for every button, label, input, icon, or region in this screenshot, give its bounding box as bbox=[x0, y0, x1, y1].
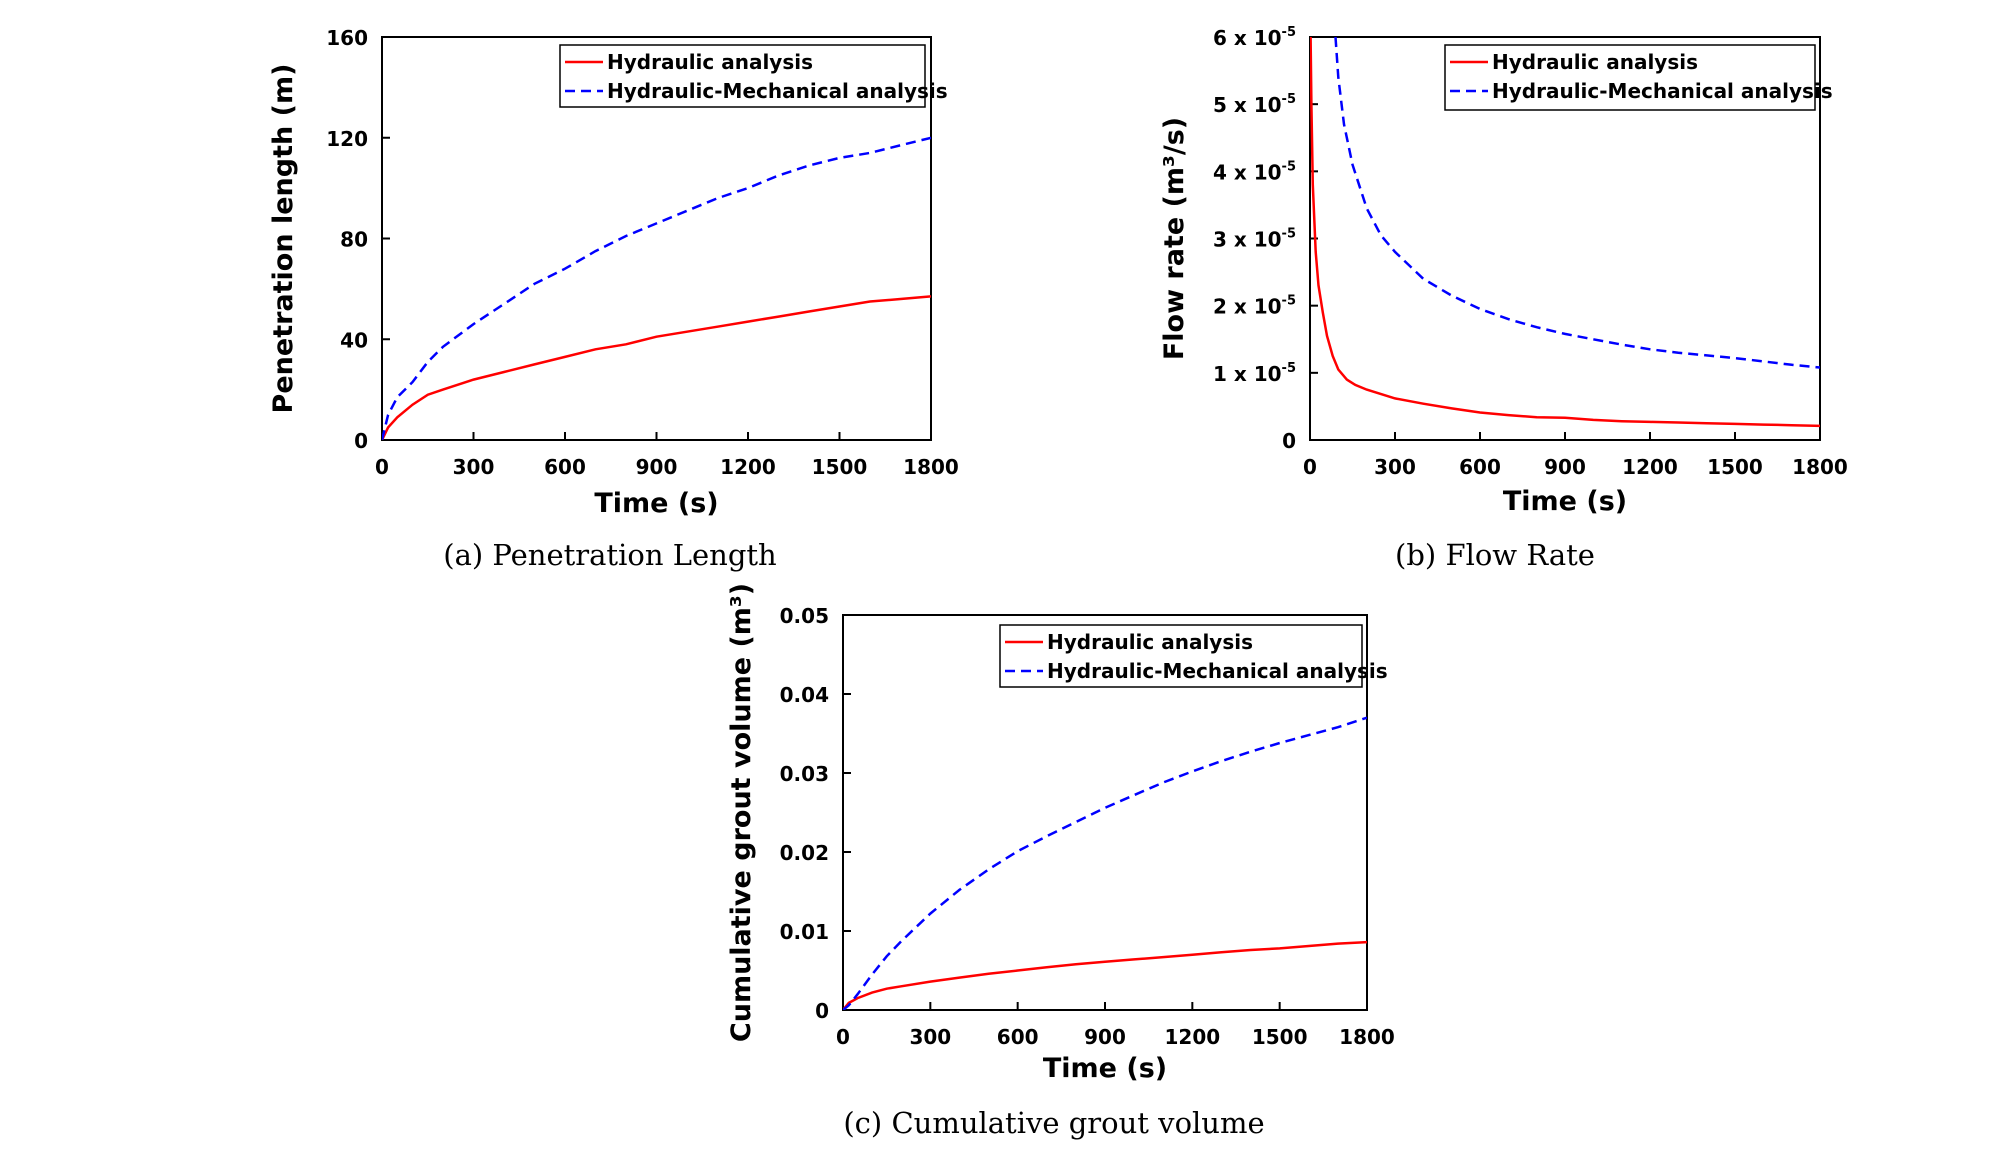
x-tick-label: 1500 bbox=[812, 455, 868, 479]
x-tick-label: 0 bbox=[1303, 455, 1317, 479]
x-tick-label: 300 bbox=[909, 1025, 951, 1049]
y-tick-base: 6 x 10 bbox=[1213, 26, 1282, 50]
x-tick-label: 1500 bbox=[1252, 1025, 1308, 1049]
legend-label: Hydraulic analysis bbox=[607, 50, 813, 74]
panel-cumulative-grout-volume: 0 300 600 900 1200 1500 1800 0 0.01 0.02 0.03 0.04 0… bbox=[726, 583, 1395, 1140]
series-line-hydraulic bbox=[843, 940, 1367, 1010]
y-tick-label: 2 x 10-5 bbox=[1213, 294, 1296, 319]
y-tick-base: 3 x 10 bbox=[1213, 228, 1282, 252]
x-tick-label: 0 bbox=[375, 455, 389, 479]
legend-label: Hydraulic-Mechanical analysis bbox=[607, 79, 948, 103]
legend-label: Hydraulic analysis bbox=[1047, 630, 1253, 654]
y-tick-exponent: -5 bbox=[1282, 159, 1296, 174]
y-tick-label: 80 bbox=[340, 228, 368, 252]
x-tick-label: 1800 bbox=[1339, 1025, 1395, 1049]
y-tick-label: 1 x 10-5 bbox=[1213, 361, 1296, 386]
x-tick-label: 900 bbox=[1084, 1025, 1126, 1049]
series-line-hydraulic-mechanical bbox=[382, 136, 931, 440]
y-tick-exponent: -5 bbox=[1282, 227, 1296, 242]
x-tick-label: 0 bbox=[836, 1025, 850, 1049]
y-tick-label: 120 bbox=[326, 127, 368, 151]
series-line-hydraulic bbox=[1310, 37, 1820, 428]
y-axis-title: Cumulative grout volume (m³) bbox=[726, 583, 757, 1042]
x-tick-label: 600 bbox=[1459, 455, 1501, 479]
x-tick-label: 1800 bbox=[903, 455, 959, 479]
x-tick-label: 300 bbox=[453, 455, 495, 479]
x-axis-title: Time (s) bbox=[1043, 1053, 1167, 1084]
y-tick-exponent: -5 bbox=[1282, 92, 1296, 107]
y-tick-label: 0.01 bbox=[780, 920, 829, 944]
x-tick-label: 600 bbox=[997, 1025, 1039, 1049]
y-tick-label: 4 x 10-5 bbox=[1213, 159, 1296, 184]
y-tick-label: 0.05 bbox=[780, 604, 829, 628]
y-axis-title: Penetration length (m) bbox=[268, 64, 299, 414]
x-tick-label: 300 bbox=[1374, 455, 1416, 479]
y-tick-label: 0.04 bbox=[780, 683, 829, 707]
series-line-hydraulic-mechanical bbox=[1334, 37, 1820, 369]
x-axis-title: Time (s) bbox=[1503, 486, 1627, 517]
x-tick-label: 1200 bbox=[1164, 1025, 1220, 1049]
y-tick-exponent: -5 bbox=[1282, 294, 1296, 309]
x-tick-label: 600 bbox=[544, 455, 586, 479]
x-tick-label: 1800 bbox=[1792, 455, 1848, 479]
panel-caption: (c) Cumulative grout volume bbox=[843, 1106, 1264, 1140]
series-line-hydraulic-mechanical bbox=[843, 716, 1367, 1010]
y-tick-base: 1 x 10 bbox=[1213, 362, 1282, 386]
legend-box bbox=[559, 44, 926, 108]
y-tick-exponent: -5 bbox=[1282, 25, 1296, 40]
panel-caption: (b) Flow Rate bbox=[1395, 538, 1595, 572]
y-tick-label: 0 bbox=[1282, 429, 1296, 453]
legend-label: Hydraulic-Mechanical analysis bbox=[1492, 79, 1833, 103]
legend-label: Hydraulic-Mechanical analysis bbox=[1047, 659, 1388, 683]
y-tick-label: 0.03 bbox=[780, 762, 829, 786]
y-tick-base: 5 x 10 bbox=[1213, 93, 1282, 117]
y-tick-label: 5 x 10-5 bbox=[1213, 92, 1296, 117]
x-axis-title: Time (s) bbox=[594, 488, 718, 519]
y-tick-base: 4 x 10 bbox=[1213, 160, 1282, 184]
x-tick-label: 900 bbox=[1544, 455, 1586, 479]
legend-box bbox=[999, 624, 1363, 688]
y-tick-label: 160 bbox=[326, 26, 368, 50]
panel-caption: (a) Penetration Length bbox=[443, 538, 776, 572]
y-tick-label: 40 bbox=[340, 328, 368, 352]
series-line-hydraulic bbox=[382, 295, 931, 440]
y-tick-base: 2 x 10 bbox=[1213, 295, 1282, 319]
legend-box bbox=[1444, 44, 1816, 111]
panel-penetration-length: 0 300 600 900 1200 1500 1800 0 40 80 120 160 Time (s… bbox=[268, 26, 959, 572]
y-tick-base: 0 bbox=[1282, 429, 1296, 453]
y-tick-exponent: -5 bbox=[1282, 361, 1296, 376]
x-tick-label: 1200 bbox=[1622, 455, 1678, 479]
legend-label: Hydraulic analysis bbox=[1492, 50, 1698, 74]
y-tick-label: 6 x 10-5 bbox=[1213, 25, 1296, 50]
y-tick-label: 0.02 bbox=[780, 841, 829, 865]
y-tick-label: 0 bbox=[354, 429, 368, 453]
x-tick-label: 1500 bbox=[1707, 455, 1763, 479]
y-axis-title: Flow rate (m³/s) bbox=[1159, 117, 1190, 360]
x-tick-label: 900 bbox=[636, 455, 678, 479]
y-tick-label: 3 x 10-5 bbox=[1213, 227, 1296, 252]
x-tick-label: 1200 bbox=[720, 455, 776, 479]
y-tick-label: 0 bbox=[815, 999, 829, 1023]
